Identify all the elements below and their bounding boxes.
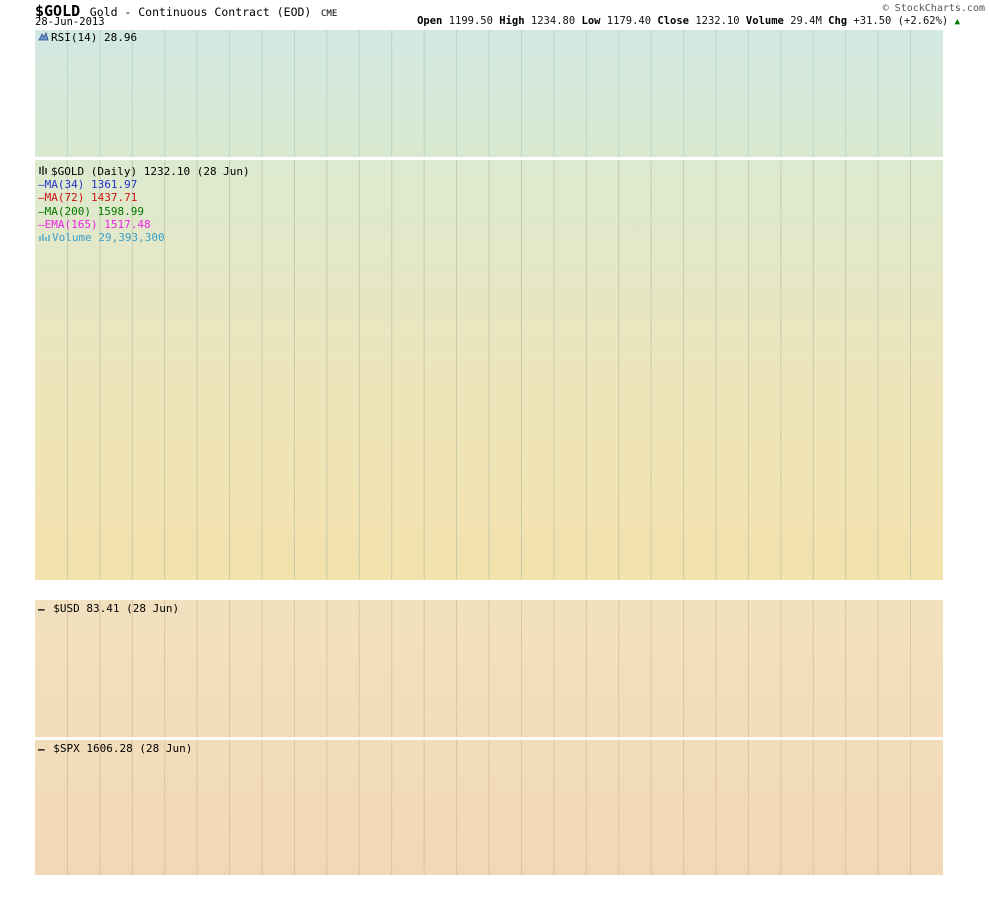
volume-value: 29.4M — [790, 15, 822, 27]
main-legend-title-row: $GOLD (Daily) 1232.10 (28 Jun) — [38, 165, 250, 178]
usd-line-icon: — — [38, 603, 45, 616]
open-label: Open — [417, 15, 443, 27]
volume-legend-label: Volume 29,393,300 — [52, 230, 165, 244]
usd-legend-label: $USD 83.41 (28 Jun) — [53, 602, 180, 615]
copyright: © StockCharts.com — [882, 3, 985, 14]
rsi-legend: RSI(14) 28.96 — [38, 31, 137, 45]
chg-label: Chg — [828, 15, 848, 27]
up-arrow-icon: ▲ — [954, 17, 960, 27]
high-label: High — [499, 15, 525, 27]
spx-legend-label: $SPX 1606.28 (28 Jun) — [53, 742, 193, 755]
rsi-area-icon — [38, 31, 49, 45]
volume-label: Volume — [745, 15, 784, 27]
exchange: CME — [321, 9, 338, 19]
ma34-legend: —MA(34) 1361.97 — [38, 178, 138, 192]
volume-legend: Volume 29,393,300 — [38, 231, 250, 244]
ema165-legend: —EMA(165) 1517.48 — [38, 217, 151, 231]
spx-panel — [35, 740, 943, 875]
candlestick-icon — [38, 165, 49, 179]
main-legend-title: $GOLD (Daily) 1232.10 (28 Jun) — [51, 165, 250, 178]
ma200-legend: —MA(200) 1598.99 — [38, 204, 144, 218]
chart-date: 28-Jun-2013 — [35, 16, 105, 28]
main-panel — [35, 160, 943, 580]
symbol: $GOLD — [35, 2, 81, 20]
close-value: 1232.10 — [695, 15, 740, 27]
spx-line-icon: — — [38, 743, 45, 756]
ma72-legend: —MA(72) 1437.71 — [38, 191, 138, 205]
chg-value: +31.50 (+2.62%) — [853, 15, 949, 27]
chart-header: $GOLD Gold - Continuous Contract (EOD) C… — [35, 1, 337, 20]
spx-legend: — $SPX 1606.28 (28 Jun) — [38, 742, 192, 756]
usd-panel — [35, 600, 943, 737]
rsi-legend-label: RSI(14) 28.96 — [51, 31, 138, 44]
high-value: 1234.80 — [530, 15, 576, 27]
usd-legend: — $USD 83.41 (28 Jun) — [38, 602, 179, 616]
low-value: 1179.40 — [606, 15, 652, 27]
main-legend: $GOLD (Daily) 1232.10 (28 Jun) —MA(34) 1… — [38, 165, 250, 244]
close-label: Close — [657, 15, 689, 27]
volume-bars-icon — [38, 232, 50, 245]
open-value: 1199.50 — [448, 15, 493, 27]
low-label: Low — [581, 15, 601, 27]
quote-strip: Open 1199.50 High 1234.80 Low 1179.40 Cl… — [417, 15, 960, 27]
rsi-panel — [35, 30, 943, 157]
symbol-name: Gold - Continuous Contract (EOD) — [89, 5, 312, 19]
